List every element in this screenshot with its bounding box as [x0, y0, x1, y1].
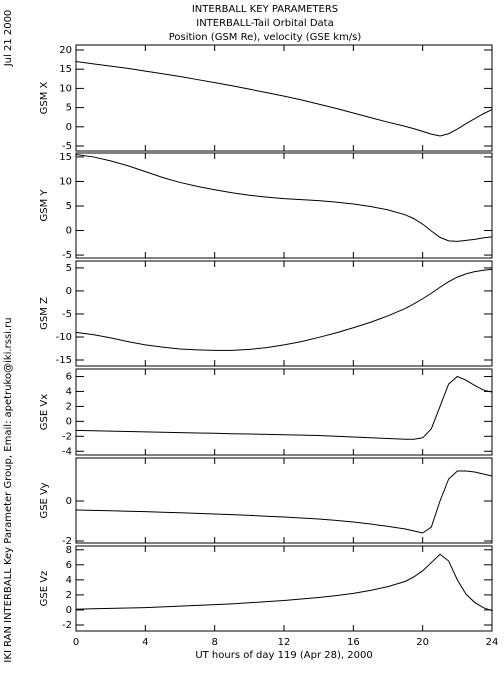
x-tick-label: 8: [211, 637, 217, 648]
y-tick-label: 0: [66, 122, 72, 133]
y-tick-label: 2: [66, 401, 72, 412]
data-line: [75, 470, 493, 534]
caption: Position (GSM Re), velocity (GSE km/s): [169, 32, 362, 43]
x-tick-label: 24: [486, 637, 499, 648]
x-tick-label: 20: [416, 637, 429, 648]
x-tick-label: 16: [347, 637, 360, 648]
data-line: [75, 268, 493, 351]
y-tick-label: 6: [66, 560, 72, 571]
y-tick-label: 0: [66, 286, 72, 297]
y-tick-label: 5: [66, 263, 72, 274]
y-tick-label: 8: [66, 545, 72, 556]
y-axis-label: GSE Vx: [39, 394, 50, 430]
y-axis-label: GSM X: [39, 81, 50, 114]
y-tick-label: 5: [66, 103, 72, 114]
data-line: [75, 375, 493, 440]
data-line: [75, 153, 493, 242]
y-tick-label: -5: [62, 250, 72, 261]
y-tick-label: 0: [66, 605, 72, 616]
y-tick-label: -2: [62, 431, 72, 442]
x-tick-label: 4: [142, 637, 148, 648]
y-tick-label: -2: [62, 536, 72, 547]
y-tick-label: -2: [62, 620, 72, 631]
y-tick-label: 4: [66, 575, 72, 586]
credit: IKI RAN INTERBALL Key Parameter Group, E…: [3, 317, 14, 662]
y-tick-label: 0: [66, 416, 72, 427]
y-tick-label: -10: [56, 332, 72, 343]
date: Jul 21 2000: [3, 10, 14, 68]
y-tick-label: 10: [59, 83, 72, 94]
y-tick-label: 0: [66, 496, 72, 507]
y-tick-label: 0: [66, 226, 72, 237]
data-line: [75, 553, 493, 612]
y-tick-label: 4: [66, 386, 72, 397]
subtitle: INTERBALL-Tail Orbital Data: [196, 18, 333, 29]
y-tick-label: 6: [66, 371, 72, 382]
y-axis-label: GSM Y: [39, 189, 50, 222]
y-tick-label: -5: [62, 309, 72, 320]
title: INTERBALL KEY PARAMETERS: [192, 4, 338, 15]
y-tick-label: 2: [66, 590, 72, 601]
y-tick-label: 15: [59, 64, 72, 75]
y-tick-label: 20: [59, 45, 72, 56]
x-tick-label: 0: [73, 637, 79, 648]
x-axis-label: UT hours of day 119 (Apr 28), 2000: [195, 650, 372, 661]
y-tick-label: -15: [56, 355, 72, 366]
x-tick-label: 12: [278, 637, 291, 648]
y-tick-label: -5: [62, 141, 72, 152]
y-tick-label: 15: [59, 152, 72, 163]
y-axis-label: GSE Vy: [39, 482, 50, 518]
y-axis-label: GSE Vz: [39, 571, 50, 607]
y-tick-label: 10: [59, 176, 72, 187]
y-tick-label: 5: [66, 201, 72, 212]
y-tick-label: -4: [62, 446, 72, 457]
data-line: [75, 61, 493, 137]
y-axis-label: GSM Z: [39, 297, 50, 330]
